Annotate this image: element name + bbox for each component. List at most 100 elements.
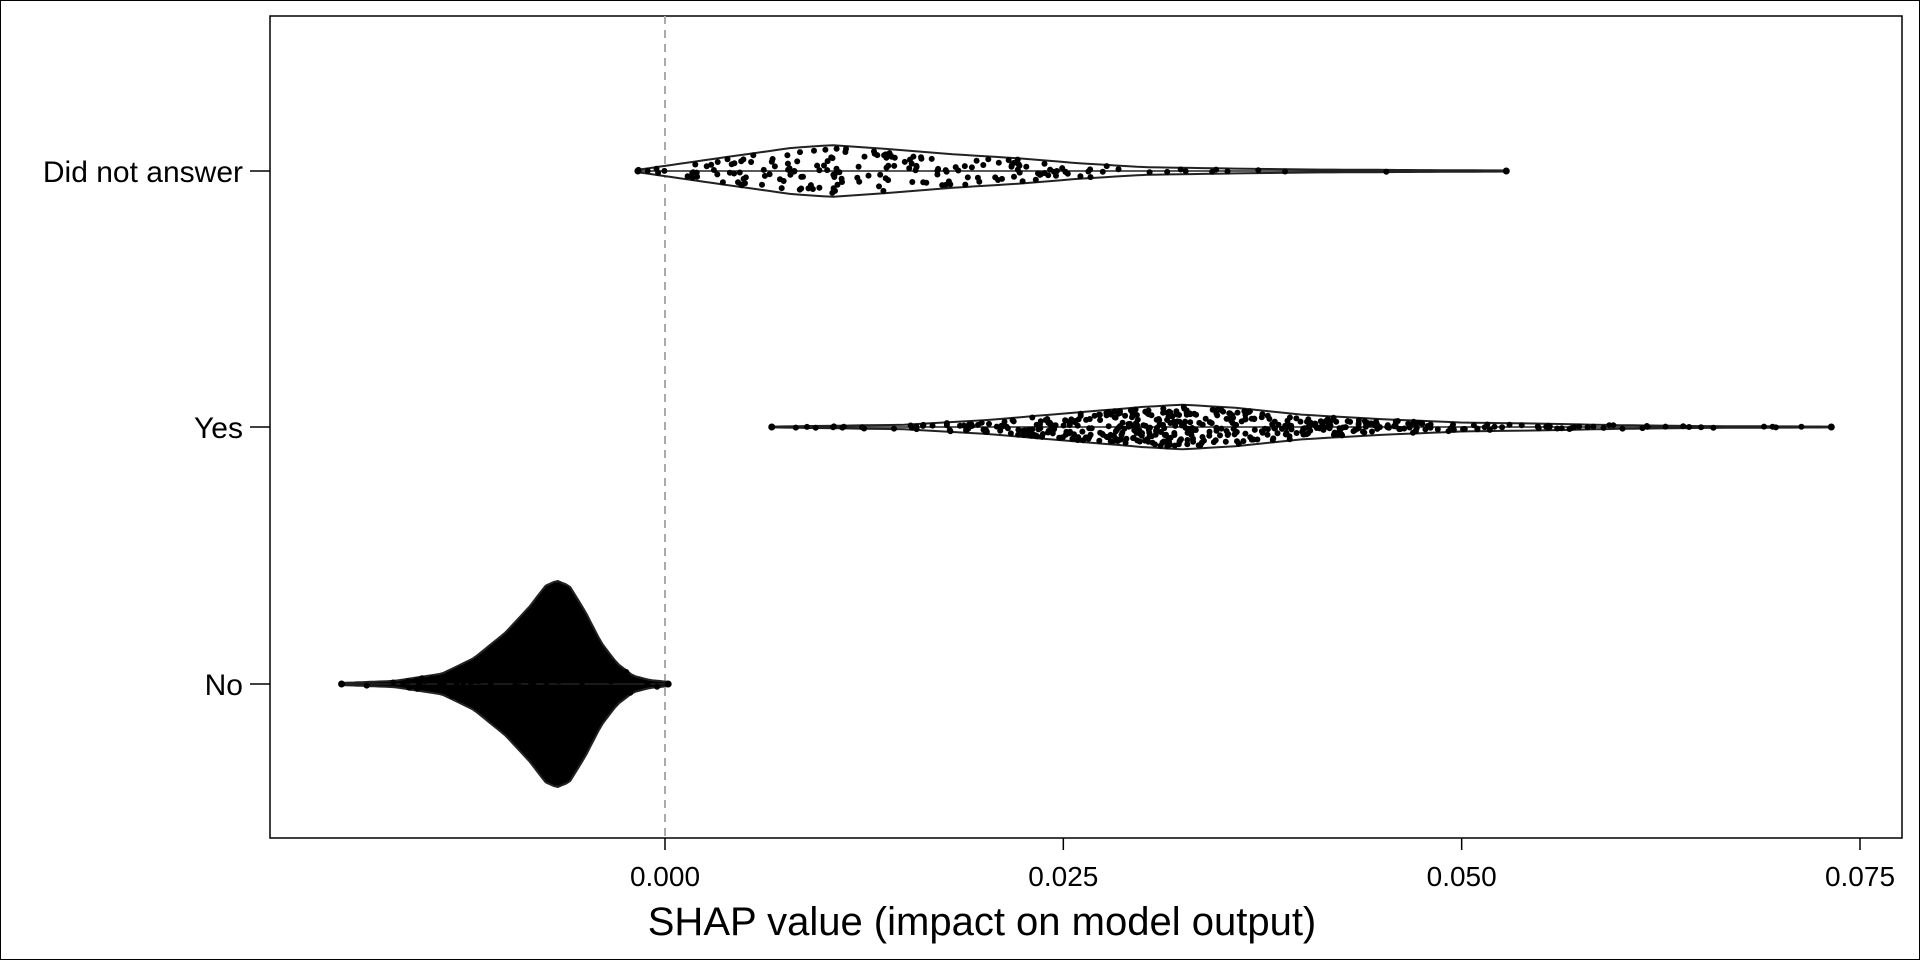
data-point [509, 724, 516, 731]
data-point [514, 715, 521, 721]
data-point [1010, 418, 1017, 425]
data-point [1160, 405, 1167, 412]
data-point [564, 716, 571, 723]
data-point [943, 420, 950, 427]
violin-points [768, 404, 1835, 450]
data-point [517, 676, 524, 683]
data-point [1320, 426, 1327, 433]
x-axis: 0.000 0.025 0.050 0.075 [630, 838, 1895, 892]
data-point [1183, 411, 1190, 418]
data-point [833, 145, 840, 152]
data-point [546, 664, 553, 671]
data-point [490, 652, 497, 659]
data-point [871, 150, 878, 157]
data-point [525, 700, 532, 707]
data-point [363, 682, 370, 689]
data-point [1590, 423, 1597, 430]
data-point [829, 155, 836, 162]
data-point [654, 683, 661, 690]
data-point [1639, 425, 1646, 432]
data-point [880, 187, 887, 194]
data-point [710, 167, 717, 173]
data-point [766, 171, 773, 178]
data-point [901, 158, 908, 165]
data-point [1062, 417, 1069, 424]
data-point [512, 682, 518, 689]
data-point [555, 636, 562, 642]
data-point [549, 715, 556, 722]
data-point [569, 659, 576, 666]
data-point [553, 701, 560, 708]
data-point [692, 161, 699, 168]
data-point [1710, 424, 1717, 431]
data-point [792, 424, 799, 431]
data-point [928, 155, 935, 162]
data-point [1165, 435, 1172, 442]
data-point [1698, 424, 1705, 431]
data-point [1177, 166, 1184, 173]
y-axis: Did not answer Yes No [43, 156, 270, 702]
data-point [1218, 425, 1225, 432]
data-point [1192, 427, 1199, 433]
data-point [1034, 433, 1041, 440]
data-point [1195, 442, 1202, 449]
data-point [531, 627, 538, 634]
data-point [1007, 430, 1014, 437]
data-point [1259, 429, 1266, 436]
data-point [463, 684, 470, 691]
data-point [546, 674, 553, 681]
data-point [771, 163, 778, 170]
data-point [759, 181, 765, 188]
data-point [603, 687, 610, 694]
data-point [536, 610, 542, 617]
data-point [796, 186, 803, 193]
data-point [1011, 173, 1017, 180]
data-point [1282, 431, 1289, 438]
data-point [437, 681, 444, 688]
data-point [552, 767, 559, 774]
data-point [1086, 425, 1093, 432]
data-point [1077, 412, 1084, 419]
data-point [1334, 431, 1341, 438]
data-point [1410, 429, 1416, 436]
data-point [908, 160, 915, 167]
data-point [812, 424, 819, 431]
data-point [554, 629, 561, 636]
data-point [578, 645, 585, 652]
data-point [1491, 423, 1498, 430]
data-point [1069, 435, 1076, 442]
data-point [1146, 429, 1153, 436]
data-point [1240, 438, 1247, 445]
data-point [568, 686, 575, 693]
data-point [1019, 178, 1026, 185]
data-point [1397, 426, 1404, 432]
data-point [834, 181, 841, 188]
data-point [876, 183, 882, 190]
data-point [1060, 422, 1067, 429]
data-point [1167, 441, 1173, 448]
data-point [594, 710, 601, 717]
data-point [471, 695, 478, 702]
data-point [497, 656, 504, 662]
violin-points [634, 145, 1510, 196]
data-point [1518, 422, 1525, 429]
data-point [1119, 429, 1126, 436]
data-point [1242, 411, 1249, 418]
data-point [552, 731, 559, 738]
data-point [461, 667, 468, 673]
data-point [554, 655, 561, 662]
data-point [907, 422, 914, 429]
data-point [468, 678, 475, 685]
data-point [1186, 427, 1193, 434]
data-point [541, 665, 548, 672]
data-point [541, 641, 548, 648]
data-point [760, 166, 767, 173]
data-point [1033, 421, 1040, 428]
data-point [1184, 441, 1191, 448]
data-point [784, 160, 791, 167]
data-point [929, 422, 936, 429]
data-point [986, 420, 992, 427]
data-point [590, 721, 597, 728]
data-point [748, 159, 755, 165]
data-point [839, 179, 845, 185]
